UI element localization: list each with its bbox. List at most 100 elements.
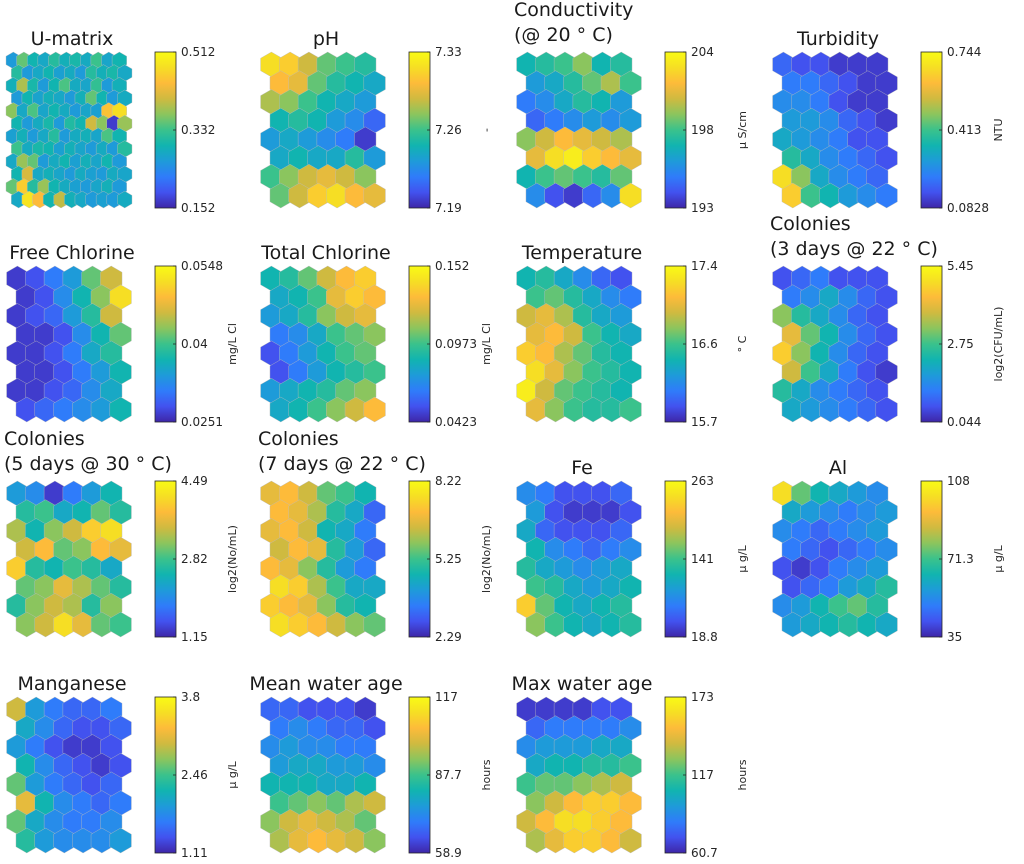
colorbar-tick-label: 198	[691, 123, 714, 137]
panel-title: Mean water age	[249, 673, 402, 695]
colorbar-tick-label: 87.7	[435, 768, 462, 782]
colorbar-unit-label: hours	[736, 759, 749, 790]
panel-max_water_age: Max water age 173 117 60.7 hours	[512, 673, 749, 860]
panel-mean_water_age: Mean water age 117 87.7 58.9 hours	[249, 673, 493, 860]
hex-cell	[109, 396, 132, 423]
colorbar-tick-label: 17.4	[691, 259, 718, 273]
colorbar-tick-label: 15.7	[691, 415, 718, 429]
colorbar-unit-label: log2(No/mL)	[480, 525, 493, 593]
panel-title: Temperature	[521, 242, 642, 264]
hex-cell	[109, 827, 132, 854]
colorbar	[920, 480, 943, 638]
colorbar	[664, 480, 687, 638]
panel-colonies_5d: Colonies (5 days @ 30 ° C) 4.49 2.82 1.15 log…	[4, 428, 239, 644]
colorbar-unit-label: log2(CFU/mL)	[992, 307, 1005, 382]
colorbar	[408, 480, 431, 638]
hex-cell	[619, 396, 642, 423]
panel-title: Total Chlorine	[260, 242, 390, 264]
colorbar-tick-label: 35	[947, 630, 962, 644]
panel-free_chlorine: Free Chlorine 0.0548 0.04 0.0251 mg/L Cl	[6, 242, 239, 429]
colorbar-tick-label: 263	[691, 474, 714, 488]
panel-ph: pH 7.33 7.26 7.19 -	[260, 28, 493, 215]
hex-grid	[516, 696, 642, 854]
colorbar	[154, 480, 177, 638]
colorbar	[408, 696, 431, 854]
hex-grid	[5, 51, 133, 209]
colorbar-tick-label: 7.33	[435, 45, 462, 59]
colorbar-tick-label: 0.152	[181, 201, 215, 215]
colorbar-tick-label: 71.3	[947, 552, 974, 566]
colorbar-tick-label: 173	[691, 690, 714, 704]
panel-colonies_3d: Colonies (3 days @ 22 ° C) 5.45 2.75 0.044 lo…	[770, 213, 1005, 429]
colorbar-tick-label: 0.044	[947, 415, 981, 429]
panel-title: pH	[313, 28, 339, 50]
colorbar-tick-label: 193	[691, 201, 714, 215]
colorbar-tick-label: 0.04	[181, 337, 208, 351]
hex-grid	[6, 265, 132, 423]
colorbar-unit-label: mg/L Cl	[480, 323, 493, 365]
panel-title: Colonies	[258, 428, 339, 450]
hex-cell	[875, 396, 898, 423]
panel-title: Al	[829, 457, 847, 479]
hex-cell	[619, 611, 642, 638]
colorbar-tick-label: 1.15	[181, 630, 208, 644]
colorbar	[154, 265, 177, 423]
hex-cell	[875, 182, 898, 209]
colorbar-unit-label: log2(No/mL)	[226, 525, 239, 593]
panel-fe: Fe 263 141 18.8 μ g/L	[516, 457, 749, 644]
panel-manganese: Manganese 3.8 2.46 1.11 μ g/L	[6, 673, 239, 860]
colorbar	[408, 51, 431, 209]
colorbar-tick-label: 0.0548	[181, 259, 223, 273]
colorbar-tick-label: 7.19	[435, 201, 462, 215]
colorbar	[664, 265, 687, 423]
hex-cell	[117, 190, 133, 209]
colorbar-tick-label: 0.0423	[435, 415, 477, 429]
hex-grid	[260, 696, 386, 854]
panel-temperature: Temperature 17.4 16.6 15.7 ° C	[516, 242, 749, 429]
colorbar	[664, 696, 687, 854]
colorbar-unit-label: hours	[480, 759, 493, 790]
hex-grid	[772, 51, 898, 209]
colorbar-tick-label: 2.46	[181, 768, 208, 782]
colorbar-unit-label: μ g/L	[992, 544, 1005, 572]
colorbar-tick-label: 117	[691, 768, 714, 782]
colorbar-unit-label: -	[480, 128, 493, 132]
hex-cell	[363, 396, 386, 423]
colorbar-tick-label: 0.744	[947, 45, 981, 59]
colorbar-tick-label: 5.25	[435, 552, 462, 566]
panel-title: Max water age	[512, 673, 653, 695]
hex-cell	[363, 611, 386, 638]
hex-grid	[772, 265, 898, 423]
colorbar-tick-label: 0.413	[947, 123, 981, 137]
panel-colonies_7d: Colonies (7 days @ 22 ° C) 8.22 5.25 2.29 log…	[258, 428, 493, 644]
panel-conductivity: Conductivity (@ 20 ° C) 204 198 193 μ S/cm	[514, 0, 749, 215]
hex-grid	[772, 480, 898, 638]
colorbar-tick-label: 0.152	[435, 259, 469, 273]
colorbar-tick-label: 60.7	[691, 846, 718, 860]
colorbar-tick-label: 1.11	[181, 846, 208, 860]
colorbar	[154, 696, 177, 854]
panel-title: (3 days @ 22 ° C)	[770, 238, 938, 260]
colorbar-tick-label: 117	[435, 690, 458, 704]
colorbar-unit-label: NTU	[992, 119, 1005, 142]
hex-grid	[6, 696, 132, 854]
hex-grid	[516, 51, 642, 209]
colorbar-tick-label: 16.6	[691, 337, 718, 351]
hex-cell	[619, 827, 642, 854]
panel-title: U-matrix	[31, 28, 114, 50]
panel-title: Free Chlorine	[9, 242, 134, 264]
hex-cell	[363, 827, 386, 854]
colorbar-unit-label: ° C	[736, 335, 749, 352]
colorbar-tick-label: 4.49	[181, 474, 208, 488]
panel-title: (@ 20 ° C)	[514, 24, 613, 46]
panel-turbidity: Turbidity 0.744 0.413 0.0828 NTU	[772, 28, 1005, 215]
panel-title: (7 days @ 22 ° C)	[258, 453, 426, 475]
colorbar-tick-label: 0.0973	[435, 337, 477, 351]
panel-title: (5 days @ 30 ° C)	[4, 453, 172, 475]
colorbar	[920, 265, 943, 423]
colorbar-unit-label: μ g/L	[736, 544, 749, 572]
colorbar-tick-label: 3.8	[181, 690, 200, 704]
colorbar-unit-label: mg/L Cl	[226, 323, 239, 365]
colorbar	[920, 51, 943, 209]
